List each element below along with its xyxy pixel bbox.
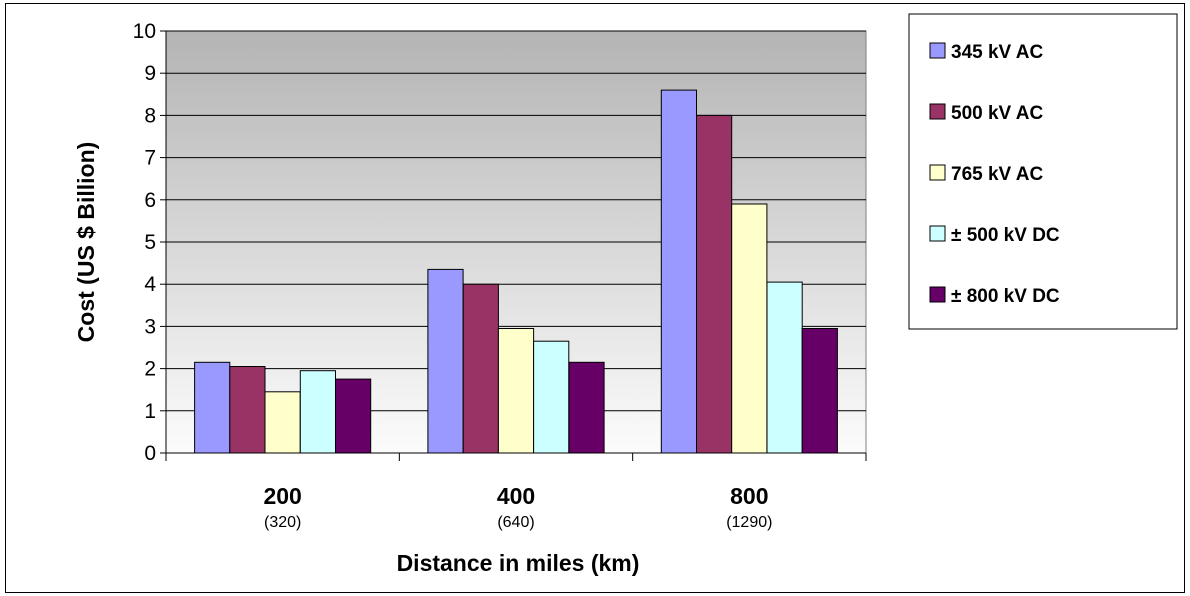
- chart: 0 1 2 3 4 5 6 7 8 9 10 200 (320) 400 (640) 800 (1290) Co…: [73, 13, 1178, 576]
- y-tick-label: 2: [144, 358, 156, 381]
- bar: [801, 328, 838, 454]
- legend: 345 kV AC 500 kV AC 765 kV AC ± 500 kV DC ± …: [929, 42, 1060, 307]
- bar: [497, 328, 535, 454]
- axes: [160, 30, 867, 461]
- y-tick-label: 4: [144, 273, 156, 296]
- bar: [568, 361, 605, 454]
- legend-label: 345 kV AC: [951, 42, 1044, 63]
- category-sublabel: (320): [264, 514, 301, 531]
- labels: 0 1 2 3 4 5 6 7 8 9 10 200 (320) 400 (640) 800 (1290): [133, 20, 773, 531]
- category-sublabel: (1290): [726, 514, 772, 531]
- bar: [462, 283, 499, 454]
- bar: [660, 89, 697, 454]
- legend-swatch: [929, 164, 946, 181]
- bar: [194, 361, 231, 454]
- x-axis-title: Distance in miles (km): [397, 550, 640, 576]
- y-tick-label: 5: [144, 231, 156, 254]
- legend-swatch: [929, 42, 946, 59]
- legend-label: 500 kV AC: [951, 103, 1044, 124]
- legend-label: ± 800 kV DC: [951, 286, 1060, 307]
- legend-swatch: [929, 286, 946, 303]
- bar: [766, 281, 803, 454]
- y-tick-label: 3: [144, 315, 156, 338]
- chart-frame: 0 1 2 3 4 5 6 7 8 9 10 200 (320) 400 (640) 800 (1290) Co…: [5, 3, 1185, 593]
- category-sublabel: (640): [497, 514, 534, 531]
- bar: [264, 391, 301, 454]
- category-label: 200: [263, 483, 301, 509]
- y-tick-label: 8: [144, 104, 156, 127]
- legend-swatch: [929, 103, 946, 120]
- legend-label: 765 kV AC: [951, 164, 1044, 185]
- legend-label: ± 500 kV DC: [951, 225, 1060, 246]
- bar: [335, 378, 372, 454]
- y-axis-title: Cost (US $ Billion): [73, 142, 99, 343]
- category-label: 800: [730, 483, 768, 509]
- category-label: 400: [497, 483, 535, 509]
- bar: [229, 366, 266, 454]
- y-tick-label: 6: [144, 189, 156, 212]
- bar: [533, 340, 570, 454]
- y-tick-label: 10: [133, 20, 156, 43]
- legend-box: [908, 13, 1178, 330]
- y-tick-label: 0: [144, 442, 156, 465]
- y-tick-label: 9: [144, 62, 156, 85]
- bar: [427, 268, 464, 454]
- bar: [731, 203, 768, 454]
- bar: [696, 114, 733, 454]
- legend-swatch: [929, 225, 946, 242]
- bar: [299, 370, 336, 454]
- y-tick-label: 7: [144, 147, 156, 170]
- y-tick-label: 1: [144, 400, 156, 423]
